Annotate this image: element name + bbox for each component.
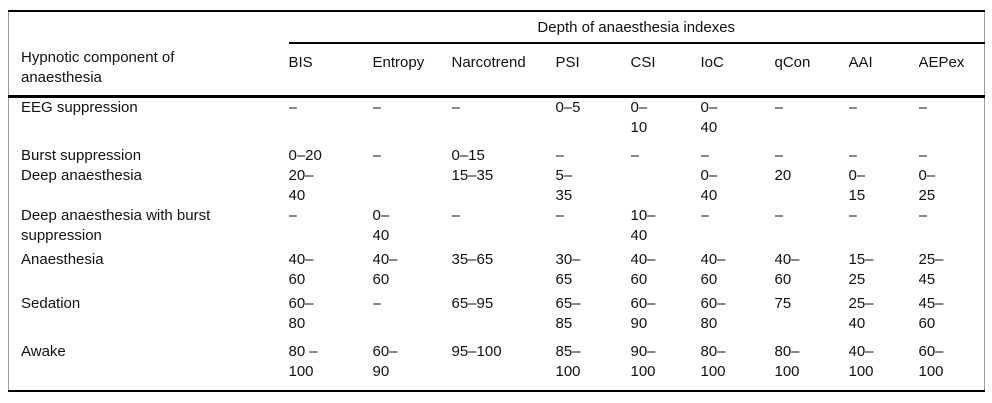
cell-ioc: 80– 100	[700, 343, 726, 380]
cell-csi: 0– 10	[630, 99, 648, 136]
cell-psi: 0–5	[555, 99, 581, 116]
cell-aepex: –	[918, 147, 927, 164]
cell-qcon: –	[774, 207, 783, 224]
col-header-narcotrend: Narcotrend	[451, 43, 556, 98]
cell-narcotrend: 65–95	[451, 295, 494, 312]
cell-csi: 60– 90	[630, 295, 656, 332]
cell-ioc: –	[700, 207, 709, 224]
cell-psi: 85– 100	[555, 343, 581, 380]
cell-psi: 30– 65	[555, 251, 581, 288]
col-header-entropy: Entropy	[372, 43, 452, 98]
cell-aepex: 0– 25	[918, 167, 936, 204]
cell-entropy: –	[372, 295, 381, 312]
cell-qcon: –	[774, 147, 783, 164]
cell-aepex: –	[918, 207, 927, 224]
cell-qcon: 80– 100	[774, 343, 800, 380]
cell-aai: 40– 100	[848, 343, 874, 380]
cell-entropy	[373, 166, 452, 206]
cell-bis: 20– 40	[288, 167, 314, 204]
cell-aai: –	[848, 99, 857, 116]
table-row-deep-anaesthesia-burst: Deep anaesthesia with burst suppression …	[9, 206, 985, 250]
col-header-csi: CSI	[630, 43, 701, 98]
cell-entropy: 40– 60	[372, 251, 398, 288]
cell-csi: 90– 100	[630, 343, 656, 380]
row-label: Sedation	[21, 295, 81, 312]
cell-bis: 80 – 100	[288, 343, 318, 380]
row-label: Anaesthesia	[21, 251, 104, 268]
cell-aai: –	[848, 207, 857, 224]
span-header-label: Depth of anaesthesia indexes	[288, 11, 985, 44]
cell-aepex: –	[918, 99, 927, 116]
cell-entropy: 0– 40	[372, 207, 390, 244]
cell-bis: –	[288, 99, 297, 116]
cell-csi: –	[630, 147, 639, 164]
cell-qcon: 20	[774, 167, 792, 184]
cell-aai: 25– 40	[848, 295, 874, 332]
cell-aepex: 60– 100	[918, 343, 944, 380]
cell-aai: 0– 15	[848, 167, 866, 204]
cell-ioc: 0– 40	[700, 167, 718, 204]
row-header-label: Hypnotic component of anaesthesia	[8, 11, 289, 98]
cell-psi: 5– 35	[555, 167, 573, 204]
cell-aai: 15– 25	[848, 251, 874, 288]
col-header-ioc: IoC	[700, 43, 775, 98]
col-header-psi: PSI	[555, 43, 631, 98]
cell-bis: 60– 80	[288, 295, 314, 332]
cell-csi: 40– 60	[630, 251, 656, 288]
cell-psi: –	[555, 147, 564, 164]
cell-narcotrend: 15–35	[451, 167, 494, 184]
row-label: Deep anaesthesia with burst suppression	[21, 207, 211, 244]
row-label: Deep anaesthesia	[21, 167, 142, 184]
cell-narcotrend: –	[451, 99, 460, 116]
cell-narcotrend: 35–65	[451, 251, 494, 268]
cell-qcon: –	[774, 99, 783, 116]
cell-entropy: –	[372, 99, 381, 116]
cell-bis: –	[288, 207, 297, 224]
cell-aai: –	[848, 147, 857, 164]
table-row-sedation: Sedation 60– 80 – 65–95 65– 85 60– 90 60…	[9, 294, 985, 342]
table-row-anaesthesia: Anaesthesia 40– 60 40– 60 35–65 30– 65 4…	[9, 250, 985, 294]
row-label: Burst suppression	[21, 147, 142, 164]
col-header-aepex: AEPex	[918, 43, 985, 98]
column-header-row: BIS Entropy Narcotrend PSI CSI IoC qCon …	[9, 43, 985, 98]
doa-indexes-table: Hypnotic component of anaesthesia Depth …	[8, 10, 985, 392]
cell-ioc: 60– 80	[700, 295, 726, 332]
cell-bis: 0–20	[288, 147, 322, 164]
cell-bis: 40– 60	[288, 251, 314, 288]
col-header-aai: AAI	[848, 43, 919, 98]
cell-entropy: 60– 90	[372, 343, 398, 380]
row-label: EEG suppression	[21, 99, 138, 116]
table-row-deep-anaesthesia: Deep anaesthesia 20– 40 15–35 5– 35 0– 4…	[9, 166, 985, 206]
table-row-burst-suppression: Burst suppression 0–20 – 0–15 – – – – – …	[9, 146, 985, 166]
cell-qcon: 40– 60	[774, 251, 800, 288]
span-header-row: Hypnotic component of anaesthesia Depth …	[8, 11, 985, 98]
col-header-bis: BIS	[288, 43, 373, 98]
cell-entropy: –	[372, 147, 381, 164]
row-label: Awake	[21, 343, 66, 360]
cell-csi	[631, 166, 701, 206]
cell-psi: –	[555, 207, 564, 224]
cell-qcon: 75	[774, 295, 792, 312]
table-row-eeg-suppression: EEG suppression – – – 0–5 0– 10 0– 40 – …	[9, 97, 985, 147]
cell-narcotrend: 95–100	[451, 343, 502, 360]
col-header-qcon: qCon	[774, 43, 849, 98]
cell-psi: 65– 85	[555, 295, 581, 332]
table-row-awake: Awake 80 – 100 60– 90 95–100 85– 100 90–…	[9, 342, 985, 391]
cell-narcotrend: 0–15	[451, 147, 485, 164]
cell-ioc: 40– 60	[700, 251, 726, 288]
cell-ioc: –	[700, 147, 709, 164]
cell-aepex: 45– 60	[918, 295, 944, 332]
cell-aepex: 25– 45	[918, 251, 944, 288]
cell-csi: 10– 40	[630, 207, 656, 244]
cell-narcotrend: –	[451, 207, 460, 224]
cell-ioc: 0– 40	[700, 99, 718, 136]
